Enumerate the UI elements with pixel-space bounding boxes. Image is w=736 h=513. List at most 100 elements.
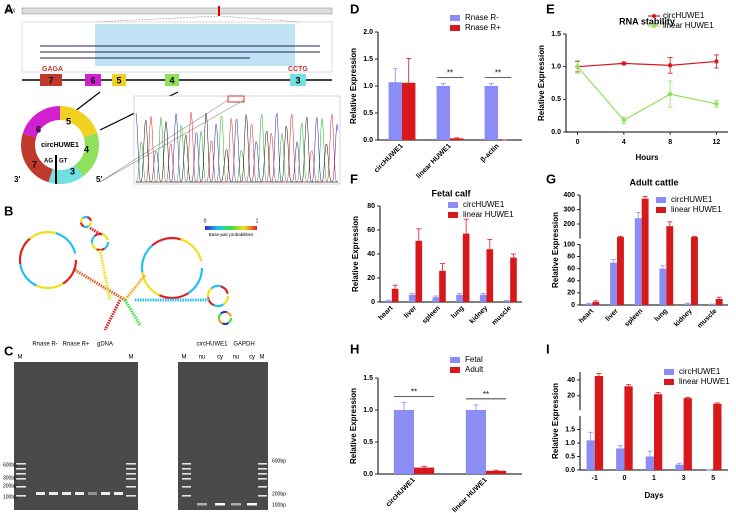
rna-loop [28, 230, 58, 240]
legend-label: linear HUWE1 [463, 210, 514, 219]
panel-b [18, 215, 233, 331]
band [62, 492, 71, 495]
y-tick-label: 20 [567, 393, 575, 400]
bar [415, 240, 423, 302]
legend-swatch [450, 25, 460, 31]
band [16, 473, 26, 475]
guide [99, 99, 229, 183]
bar [634, 218, 642, 305]
point [667, 91, 673, 97]
point [714, 59, 719, 64]
bar [439, 270, 446, 302]
x-tick-label: 1 [652, 475, 656, 482]
band [16, 463, 26, 465]
rna-loop [151, 236, 183, 247]
legend-label: circHUWE1 [663, 11, 705, 20]
guide [99, 99, 245, 183]
exon [112, 74, 126, 86]
exon-label: 7 [32, 159, 37, 169]
band [126, 486, 136, 488]
bar [594, 375, 604, 470]
gel [178, 362, 268, 510]
bar [610, 262, 617, 305]
band [114, 492, 123, 495]
legend-label: Fetal [465, 355, 483, 364]
panel-label: H [350, 341, 359, 356]
y-tick-label: 0.0 [551, 129, 561, 136]
y-tick-label: 1.5 [363, 375, 373, 382]
band [258, 463, 267, 465]
chromosome [21, 7, 333, 15]
x-tick-label: circHUWE1 [373, 143, 405, 175]
y-tick-label: 20 [567, 290, 575, 297]
bar [616, 448, 625, 470]
band [88, 492, 97, 495]
rna-loop [227, 317, 233, 325]
rna-loop [101, 233, 109, 241]
color-scale [205, 226, 257, 230]
band [16, 468, 26, 470]
y-axis-label: Relative Expression [537, 45, 546, 121]
x-tick-label: 3 [682, 475, 686, 482]
band [182, 463, 191, 465]
legend-label: Adult [465, 365, 484, 374]
y-tick-label: 2.0 [363, 29, 373, 36]
band [247, 503, 257, 506]
band [16, 486, 26, 488]
lane-label: M [182, 355, 187, 361]
bar [408, 294, 416, 302]
lane-label: Rnase R+ [63, 342, 90, 348]
legend-label: linear HUWE1 [671, 205, 722, 214]
rna-loop [83, 225, 90, 229]
rna-loop [217, 318, 224, 325]
band [258, 478, 267, 480]
bar [684, 303, 691, 305]
y-tick-label: 1.0 [363, 83, 373, 90]
point [667, 63, 673, 68]
lane-label: GAPDH [233, 342, 254, 348]
band [182, 473, 191, 475]
legend-marker [652, 14, 656, 18]
y-tick-label: 1.0 [551, 64, 561, 71]
y-axis-label: Relative Expression [351, 216, 360, 292]
x-tick-label: heart [377, 304, 395, 322]
bar [484, 86, 498, 140]
band [36, 492, 45, 495]
y-tick-label: 0.5 [565, 453, 575, 460]
y-tick-label: 60 [567, 266, 575, 273]
y-tick-label: 200 [563, 221, 575, 228]
y-tick-label: 300 [563, 206, 575, 213]
gel-bands [16, 463, 267, 506]
highlight [95, 24, 295, 66]
lane-label: Rnase R- [32, 342, 57, 348]
panel-a: chrX 7 6 5 4 3 GAGA CCTG 5 6 4 [5, 6, 341, 185]
bar [691, 237, 698, 305]
sublane-label: nu [233, 355, 240, 361]
end-label: 3' [14, 175, 20, 184]
bar [659, 268, 667, 305]
x-tick-label: 12 [713, 139, 721, 146]
y-axis-label: Relative Expression [349, 388, 358, 464]
panel-label: E [546, 1, 555, 16]
y-tick-label: 60 [367, 227, 375, 234]
bar [675, 464, 684, 470]
x-tick-label: muscle [491, 305, 513, 327]
x-tick-label: liver [403, 305, 418, 320]
exon [165, 74, 179, 86]
bar [683, 398, 692, 470]
legend-swatch [450, 15, 460, 21]
y-tick-label: 0.5 [363, 439, 373, 446]
band [126, 463, 136, 465]
rna-loop [186, 267, 204, 295]
x-axis-label: Days [644, 491, 664, 500]
band [182, 478, 191, 480]
legend-label: circHUWE1 [463, 200, 505, 209]
exon-label: 6 [36, 124, 41, 134]
band [16, 495, 26, 497]
rna-loop [34, 282, 64, 290]
rna-loop [212, 303, 224, 308]
zoom-line [94, 15, 219, 23]
rna-loop [82, 215, 89, 220]
gel [14, 362, 138, 510]
acceptor: AG [44, 159, 53, 165]
